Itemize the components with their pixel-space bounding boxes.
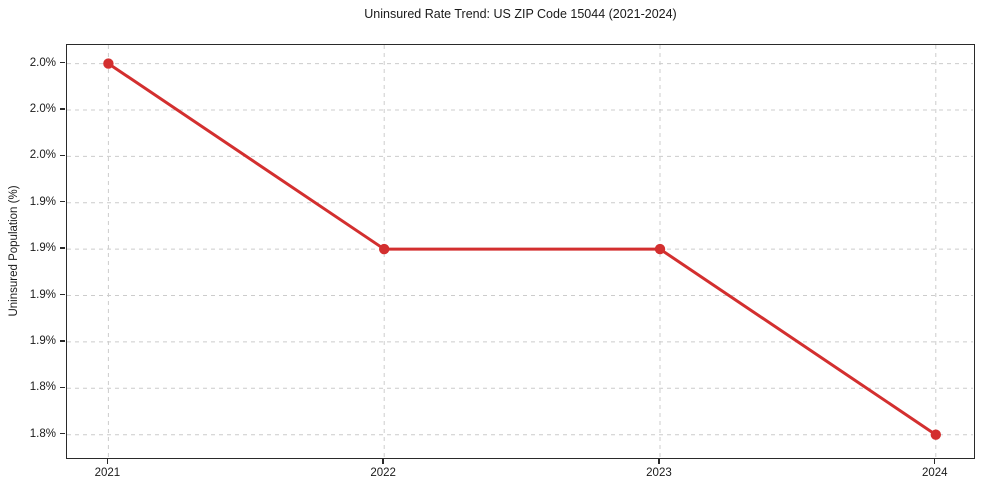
y-tick-label: 1.8% xyxy=(29,381,56,394)
y-tick-mark xyxy=(60,386,65,389)
y-tick-label: 2.0% xyxy=(29,102,56,115)
y-tick-mark xyxy=(60,247,65,249)
y-tick-mark xyxy=(60,108,65,110)
y-tick-mark xyxy=(60,433,65,435)
y-tick-label: 1.9% xyxy=(29,334,56,347)
y-tick-mark xyxy=(60,201,65,203)
chart-title: Uninsured Rate Trend: US ZIP Code 15044 … xyxy=(364,7,677,21)
y-tick-label: 2.0% xyxy=(29,149,56,162)
data-point-marker xyxy=(103,58,114,69)
y-tick-label: 1.9% xyxy=(29,242,56,255)
y-tick-label: 2.0% xyxy=(29,56,56,69)
x-tick-mark xyxy=(934,459,936,464)
x-tick-label: 2023 xyxy=(646,467,672,479)
y-tick-mark xyxy=(60,340,65,342)
data-point-marker xyxy=(379,243,390,255)
line-chart-svg xyxy=(67,45,973,457)
plot-area xyxy=(66,44,975,459)
x-tick-mark xyxy=(658,459,660,464)
x-tick-mark xyxy=(106,459,109,464)
y-tick-mark xyxy=(60,61,65,64)
y-tick-label: 1.9% xyxy=(29,195,56,208)
data-point-marker xyxy=(654,243,666,255)
y-tick-label: 1.9% xyxy=(29,288,56,301)
x-tick-label: 2024 xyxy=(921,467,948,479)
y-tick-mark xyxy=(60,293,65,296)
x-tick-label: 2021 xyxy=(94,467,121,479)
x-tick-mark xyxy=(382,459,384,464)
data-point-marker xyxy=(930,429,941,440)
y-tick-mark xyxy=(60,154,65,157)
trend-line xyxy=(106,62,938,437)
x-tick-label: 2022 xyxy=(370,467,396,479)
y-tick-label: 1.8% xyxy=(29,427,56,440)
